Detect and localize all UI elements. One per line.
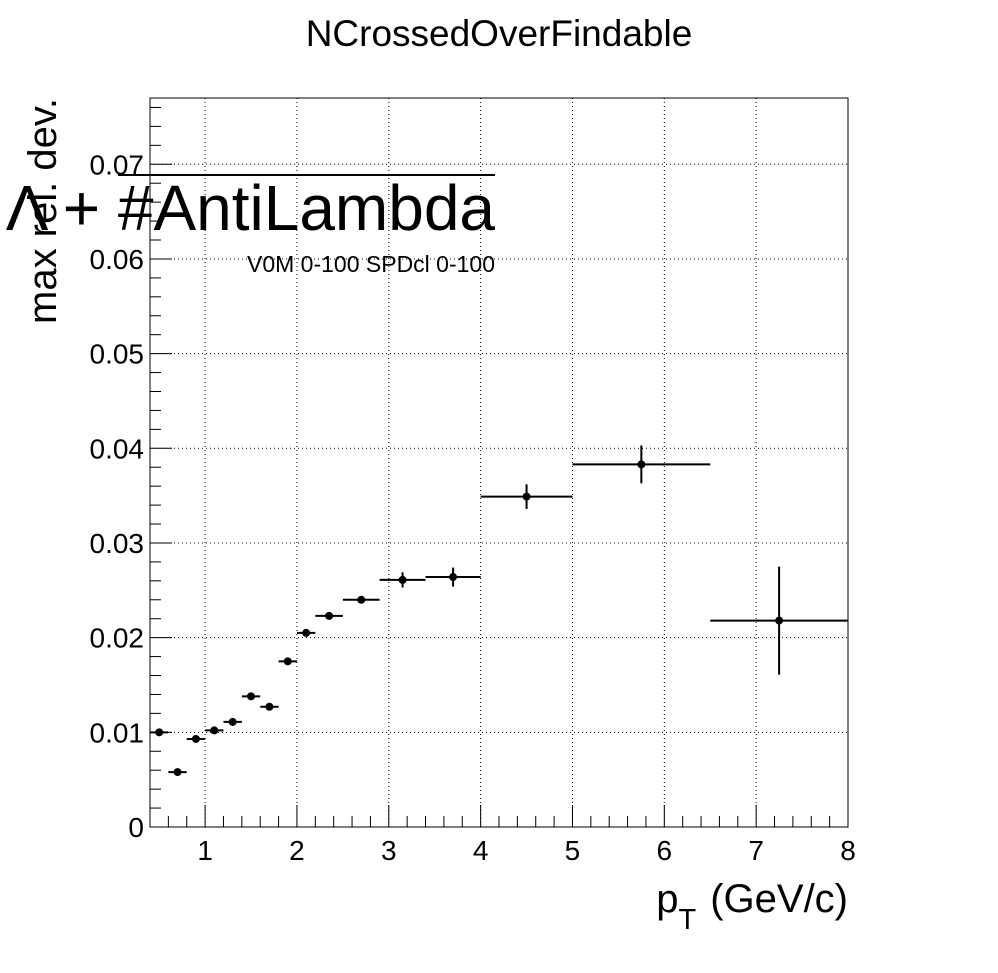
data-point [449,573,458,582]
data-point-group [260,702,279,711]
data-point-group [205,726,224,735]
data-point [775,616,784,625]
x-tick-label: 5 [565,835,581,866]
x-tick-labels: 1 2 3 4 5 6 7 8 [197,835,855,866]
data-point [191,734,200,743]
data-point [265,702,274,711]
data-point-group [186,734,206,743]
x-tick-label: 1 [197,835,213,866]
y-tick-label: 0.05 [90,339,145,370]
y-tick-label: 0.06 [90,244,145,275]
data-point-group [278,657,297,666]
data-point-group [150,728,169,737]
selection-label: V0M 0-100 SPDcl 0-100 [247,251,495,277]
y-tick-label: 0 [128,812,144,843]
data-point [228,717,237,726]
data-point [522,492,531,501]
y-tick-label: 0.03 [90,528,145,559]
data-series [150,445,848,777]
data-point-group [572,445,711,484]
grid [150,98,848,827]
data-point [173,768,182,777]
data-point-group [710,566,848,675]
data-point-group [223,717,242,726]
data-point-group [168,768,187,777]
data-point [302,628,311,637]
data-point-group [296,628,316,637]
axis-ticks [149,106,849,828]
x-tick-label: 8 [840,835,856,866]
data-point [637,460,646,469]
data-point [398,575,407,584]
y-tick-label: 0.02 [90,623,145,654]
data-point-group [379,572,426,588]
data-point-group [425,567,481,587]
y-tick-label: 0.04 [90,433,145,464]
data-point [357,595,366,604]
y-tick-label: 0.01 [90,717,145,748]
x-tick-label: 6 [657,835,673,866]
particle-label: Λ + #AntiLambda [6,172,496,244]
chart-title: NCrossedOverFindable [306,13,693,54]
data-point [325,611,334,620]
x-tick-label: 2 [289,835,305,866]
data-point-group [480,484,573,509]
data-point-group [241,692,261,701]
x-tick-label: 3 [381,835,397,866]
x-tick-label: 7 [748,835,764,866]
data-point-group [342,595,380,604]
data-point [247,692,256,701]
data-point-group [315,611,343,620]
x-axis-label: pT (GeV/c) [656,877,848,936]
y-axis-label: max rel. dev. [21,98,65,324]
data-point [155,728,164,737]
data-point [283,657,292,666]
y-tick-labels: 00.010.020.030.040.050.060.07 [90,149,145,843]
x-tick-label: 4 [473,835,489,866]
data-point [210,726,219,735]
